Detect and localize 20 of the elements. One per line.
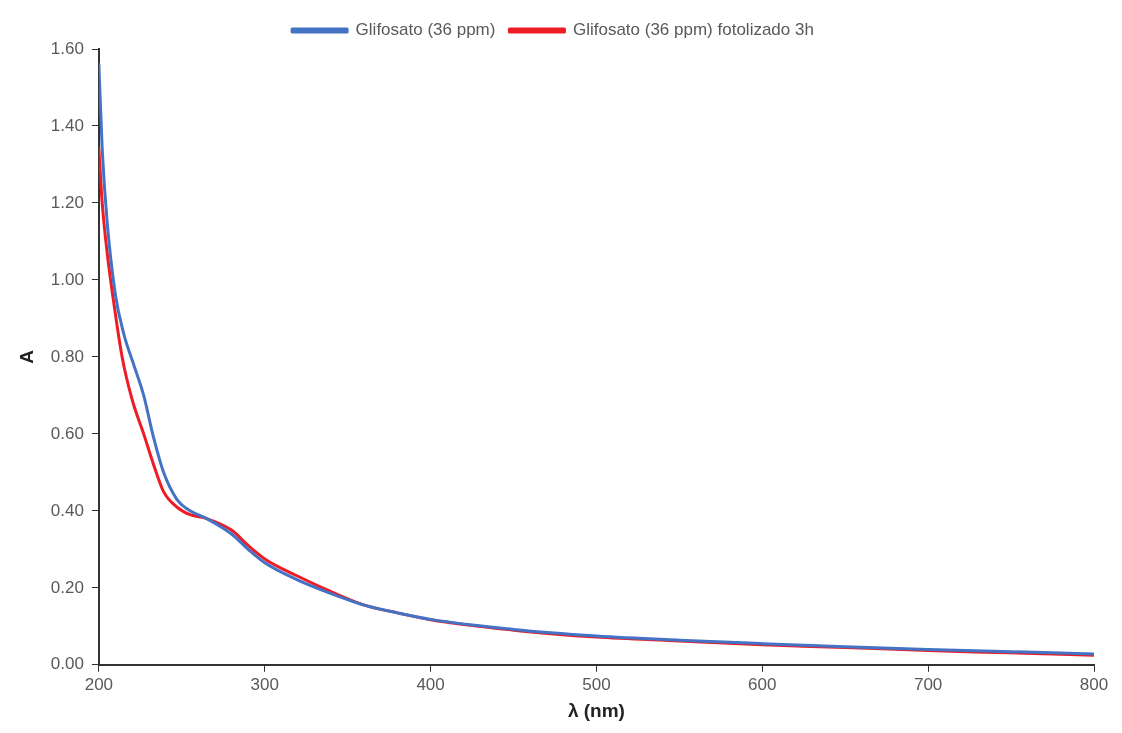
x-tick-label: 300: [250, 674, 279, 694]
x-tick-label: 600: [748, 674, 777, 694]
y-tick-label: 1.60: [50, 38, 84, 58]
x-tick-label: 400: [416, 674, 445, 694]
y-tick-label: 1.00: [50, 269, 84, 289]
y-tick-label: 0.60: [50, 423, 84, 443]
legend-label: Glifosato (36 ppm): [355, 20, 496, 40]
y-tick-label: 0.00: [50, 654, 84, 674]
y-tick-label: 0.40: [50, 500, 84, 520]
y-tick-label: 0.20: [50, 577, 84, 597]
y-tick-label: 1.40: [50, 115, 84, 135]
x-tick-label: 200: [84, 674, 114, 694]
x-tick-label: 700: [913, 674, 943, 694]
legend-label: Glifosato (36 ppm) fotolizado 3h: [572, 20, 814, 40]
y-tick-label: 1.20: [50, 192, 84, 212]
y-axis-title: A: [15, 349, 37, 364]
x-axis-title: λ (nm): [567, 699, 625, 721]
x-tick-label: 500: [582, 674, 611, 694]
x-tick-label: 800: [1079, 674, 1109, 694]
y-tick-label: 0.80: [50, 346, 84, 366]
